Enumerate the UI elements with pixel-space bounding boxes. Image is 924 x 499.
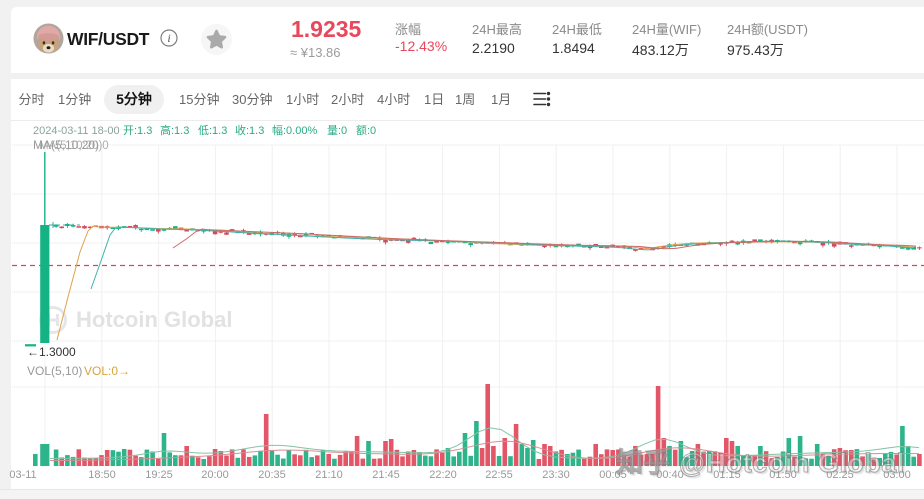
svg-text:MA(5,10:20)0: MA(5,10:20)0 (39, 140, 109, 152)
svg-text:21:45: 21:45 (372, 469, 400, 481)
svg-text:01:15: 01:15 (713, 469, 741, 481)
svg-text:03-11: 03-11 (9, 469, 36, 481)
svg-text:MA(5,10,20): MA(5,10,20) (33, 138, 99, 152)
svg-text:03:00: 03:00 (883, 469, 911, 481)
svg-text:Hotcoin Global: Hotcoin Global (76, 307, 232, 332)
svg-text:02:25: 02:25 (826, 469, 854, 481)
svg-text:22:20: 22:20 (429, 469, 457, 481)
svg-text:23:30: 23:30 (542, 469, 570, 481)
svg-text:VOL(5,10) VOL:0→: VOL(5,10) VOL:0→ (27, 364, 130, 378)
svg-text:←1.3000: ←1.3000 (27, 345, 76, 359)
svg-text:00:40: 00:40 (656, 469, 684, 481)
svg-text:18:50: 18:50 (88, 469, 116, 481)
svg-text:19:25: 19:25 (145, 469, 173, 481)
svg-text:2024-03-11 18-00开:1.3高:1.3低:1.: 2024-03-11 18-00 开:1.3 高:1.3 低:1.3 收:1.3 幅:0.… (33, 123, 376, 137)
svg-text:00:05: 00:05 (599, 469, 627, 481)
svg-text:21:10: 21:10 (315, 469, 343, 481)
svg-text:22:55: 22:55 (485, 469, 513, 481)
svg-text:i: i (167, 31, 170, 45)
svg-text:20:00: 20:00 (201, 469, 229, 481)
svg-text:20:35: 20:35 (258, 469, 286, 481)
svg-text:01:50: 01:50 (769, 469, 797, 481)
